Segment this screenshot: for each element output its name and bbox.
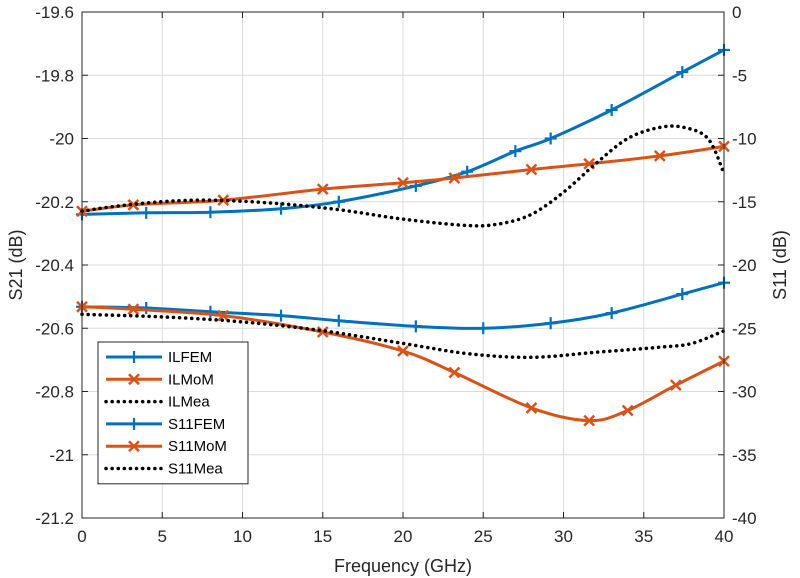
legend-marker [128,351,140,363]
data-point-S11FEM [676,288,689,301]
legend-entry: ILMea [104,394,210,411]
data-point-S11FEM [204,305,217,318]
x-tick-label: 35 [634,527,653,546]
axes-frame [81,11,725,519]
legend-label: ILMea [168,394,210,411]
data-point-S11FEM [409,320,422,333]
legend-box [97,341,249,485]
legend-entry: ILFEM [106,349,212,366]
series-line-ILMoM [81,144,725,213]
legend-marker [128,373,140,386]
data-point-ILMoM [653,150,666,162]
legend-marker [128,440,140,453]
data-point-S11FEM [605,307,618,320]
legend-entry: ILMoM [106,371,214,388]
x-tick-label: 15 [313,527,332,546]
data-point-S11FEM [544,317,557,330]
legend-label: S11MoM [168,438,227,455]
y-left-tick-label: -20.2 [35,193,74,212]
data-point-ILFEM [676,66,689,79]
legend-label: ILFEM [168,349,212,366]
y-left-tick-label: -20.8 [35,383,74,402]
x-tick-label: 30 [554,527,573,546]
x-tick-label: 25 [474,527,493,546]
series-line-S11Mea [80,312,726,360]
data-point-S11FEM [332,314,345,327]
data-point-ILMoM [397,176,409,189]
data-point-ILMoM [127,199,140,211]
legend-label: S11Mea [168,461,223,478]
data-point-ILFEM [204,206,217,219]
y-right-tick-label: -5 [732,66,747,85]
y-right-tick-label: -15 [732,193,757,212]
legend-marker [128,417,140,430]
y-left-tick-label: -20 [49,130,74,149]
y-right-tick-label: -35 [732,446,757,465]
y-left-tick-label: -21.2 [35,509,74,528]
legend-label: S11FEM [168,416,225,433]
y-right-tick-label: -40 [732,509,757,528]
data-point-ILMoM [448,172,461,184]
plot-series [76,43,730,427]
x-tick-label: 0 [77,527,86,546]
y-right-tick-label: -20 [732,256,757,275]
tick-labels: 0 5 10 15 20 25 30 35 40 -19.6 0 -19.8 -5 -20 -10 -20.2… [35,3,756,546]
data-point-S11MoM [217,309,230,322]
data-point-S11MoM [397,345,409,357]
data-point-ILFEM [605,104,618,117]
data-point-S11FEM [275,309,288,322]
legend-entry: S11MoM [106,438,227,455]
plot-border [81,11,725,519]
x-tick-label: 5 [158,527,167,546]
data-point-ILMoM [316,183,329,195]
x-tick-label: 10 [233,527,252,546]
legend-entry: S11Mea [104,461,223,478]
series-line-ILMea [80,124,726,228]
data-point-S11FEM [477,322,490,335]
y-right-tick-label: -25 [732,319,757,338]
data-point-ILFEM [544,132,557,145]
data-point-S11MoM [583,414,596,427]
y-right-tick-label: 0 [732,3,741,22]
legend: ILFEM ILMoM ILMea S11FEM S11MoM S11Mea [97,341,249,485]
data-point-ILFEM [140,206,153,219]
data-point-S11MoM [525,402,538,414]
series-line-S11MoM [81,305,725,423]
y-left-tick-label: -19.8 [35,66,74,85]
legend-label: ILMoM [168,371,214,388]
data-point-ILFEM [509,145,522,158]
x-axis-label: Frequency (GHz) [334,556,472,576]
y-left-tick-label: -20.6 [35,319,74,338]
data-point-ILMoM [525,163,538,176]
y-axis-left-label: S21 (dB) [6,229,26,300]
y-left-tick-label: -21 [49,446,74,465]
y-axis-right-label: S11 (dB) [770,230,790,300]
x-tick-label: 20 [394,527,413,546]
y-right-tick-label: -10 [732,130,757,149]
data-point-S11MoM [127,303,140,316]
y-right-tick-label: -30 [732,383,757,402]
y-left-tick-label: -20.4 [35,256,74,275]
y-left-tick-label: -19.6 [35,3,74,22]
data-point-S11MoM [448,366,461,379]
data-point-S11MoM [669,379,682,392]
data-point-S11MoM [621,404,634,417]
data-point-S11FEM [140,302,153,315]
legend-entry: S11FEM [106,416,225,433]
data-point-ILFEM [332,195,345,208]
x-tick-label: 40 [715,527,734,546]
